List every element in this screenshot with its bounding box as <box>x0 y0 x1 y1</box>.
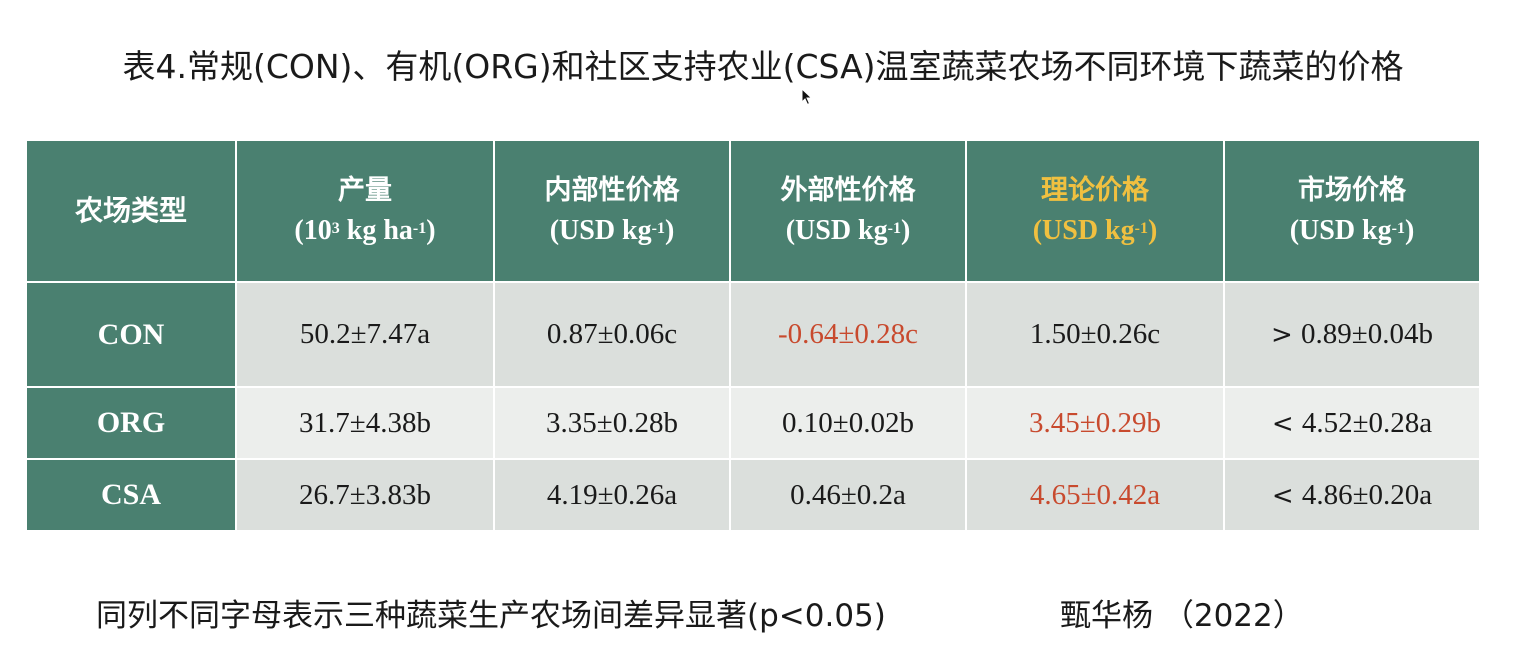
price-table: 农场类型 产量 (103 kg ha-1) 内部性价格 (USD kg-1) 外… <box>25 139 1481 532</box>
table-row-con: CON 50.2±7.47a 0.87±0.06c -0.64±0.28c 1.… <box>25 281 1481 388</box>
table-header-row: 农场类型 产量 (103 kg ha-1) 内部性价格 (USD kg-1) 外… <box>25 139 1481 283</box>
citation: 甄华杨 （2022） <box>1060 598 1304 634</box>
row-label: ORG <box>25 386 237 460</box>
header-yield: 产量 (103 kg ha-1) <box>235 139 495 283</box>
theoretical-price-cell: 1.50±0.26c <box>965 281 1225 388</box>
internal-price-cell: 3.35±0.28b <box>493 386 731 460</box>
header-market-price: 市场价格 (USD kg-1) <box>1223 139 1481 283</box>
yield-cell: 50.2±7.47a <box>235 281 495 388</box>
row-label: CON <box>25 281 237 388</box>
header-farm-type: 农场类型 <box>25 139 237 283</box>
table-title: 表4.常规(CON)、有机(ORG)和社区支持农业(CSA)温室蔬菜农场不同环境… <box>122 47 1404 86</box>
market-price-cell: <4.86±0.20a <box>1223 458 1481 532</box>
row-label: CSA <box>25 458 237 532</box>
header-external-price: 外部性价格 (USD kg-1) <box>729 139 967 283</box>
market-price-cell: >0.89±0.04b <box>1223 281 1481 388</box>
external-price-cell: 0.10±0.02b <box>729 386 967 460</box>
external-price-cell: 0.46±0.2a <box>729 458 967 532</box>
table-row-org: ORG 31.7±4.38b 3.35±0.28b 0.10±0.02b 3.4… <box>25 386 1481 460</box>
comparison-sign: < <box>1271 480 1294 511</box>
market-price-value: 4.86±0.20a <box>1301 478 1433 511</box>
table-row-csa: CSA 26.7±3.83b 4.19±0.26a 0.46±0.2a 4.65… <box>25 458 1481 532</box>
header-internal-price: 内部性价格 (USD kg-1) <box>493 139 731 283</box>
market-price-cell: <4.52±0.28a <box>1223 386 1481 460</box>
theoretical-price-cell: 4.65±0.42a <box>965 458 1225 532</box>
external-price-cell: -0.64±0.28c <box>729 281 967 388</box>
internal-price-cell: 4.19±0.26a <box>493 458 731 532</box>
yield-cell: 26.7±3.83b <box>235 458 495 532</box>
comparison-sign: < <box>1271 408 1294 439</box>
theoretical-price-cell: 3.45±0.29b <box>965 386 1225 460</box>
yield-cell: 31.7±4.38b <box>235 386 495 460</box>
market-price-value: 4.52±0.28a <box>1301 406 1433 439</box>
header-theoretical-price: 理论价格 (USD kg-1) <box>965 139 1225 283</box>
market-price-value: 0.89±0.04b <box>1301 318 1433 350</box>
comparison-sign: > <box>1271 320 1293 350</box>
internal-price-cell: 0.87±0.06c <box>493 281 731 388</box>
footnote: 同列不同字母表示三种蔬菜生产农场间差异显著(p<0.05) <box>96 598 886 634</box>
mouse-pointer-icon <box>801 88 813 106</box>
